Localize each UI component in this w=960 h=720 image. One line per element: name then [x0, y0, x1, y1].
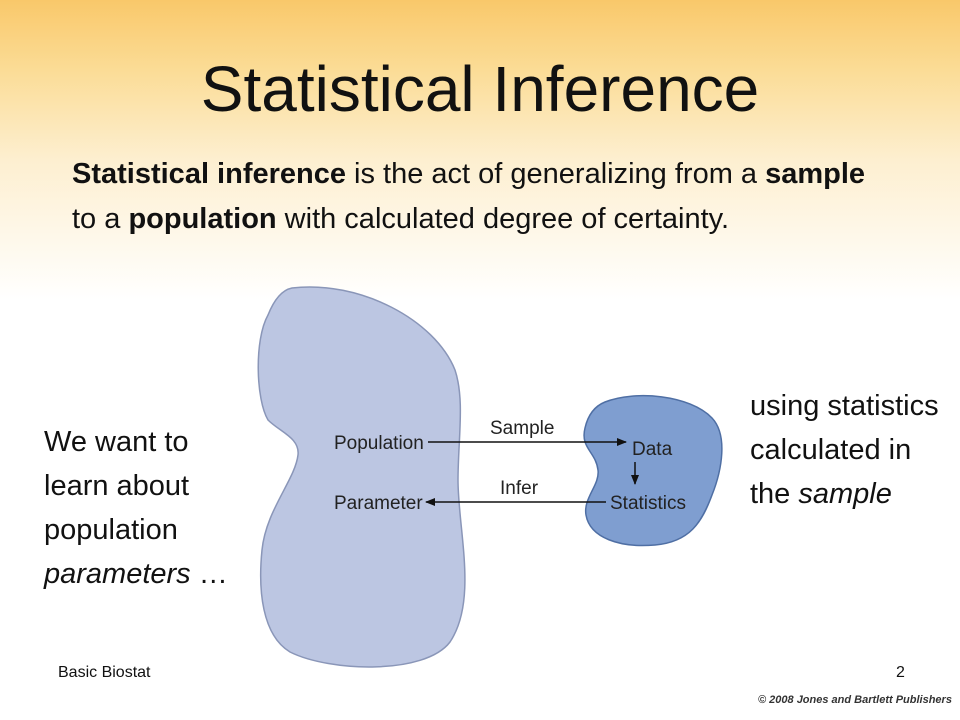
- data-label: Data: [632, 439, 673, 460]
- left-note-text: We want to learn about population: [44, 426, 190, 546]
- slide-title: Statistical Inference: [200, 53, 760, 125]
- sample-arrow-label: Sample: [490, 418, 554, 439]
- intro-sample-word: sample: [765, 158, 866, 190]
- intro-population-word: population: [128, 203, 277, 235]
- footer-page-number: 2: [896, 664, 905, 681]
- intro-part2: to a: [72, 203, 129, 235]
- left-note-tail: …: [190, 558, 228, 590]
- sample-blob: [583, 394, 723, 547]
- left-note: We want to learn about population parame…: [44, 420, 244, 596]
- infer-arrow-label: Infer: [500, 478, 539, 499]
- population-blob: [257, 286, 466, 668]
- population-label: Population: [334, 433, 424, 454]
- right-note-text: using statistics calculated in the: [750, 390, 939, 510]
- intro-part3: with calculated degree of certainty.: [276, 203, 730, 235]
- intro-term: Statistical inference: [72, 158, 346, 190]
- inference-diagram: Population Parameter Sample Infer Data S…: [257, 286, 723, 668]
- footer-copyright: © 2008 Jones and Bartlett Publishers: [758, 694, 952, 706]
- right-note-italic: sample: [798, 478, 892, 510]
- footer-course-name: Basic Biostat: [58, 664, 151, 681]
- intro-part1: is the act of generalizing from a: [346, 158, 766, 190]
- statistics-label: Statistics: [610, 493, 686, 514]
- left-note-italic: parameters: [44, 558, 191, 590]
- right-note: using statistics calculated in the sampl…: [750, 384, 950, 516]
- parameter-label: Parameter: [334, 493, 423, 514]
- intro-paragraph: Statistical inference is the act of gene…: [72, 152, 892, 242]
